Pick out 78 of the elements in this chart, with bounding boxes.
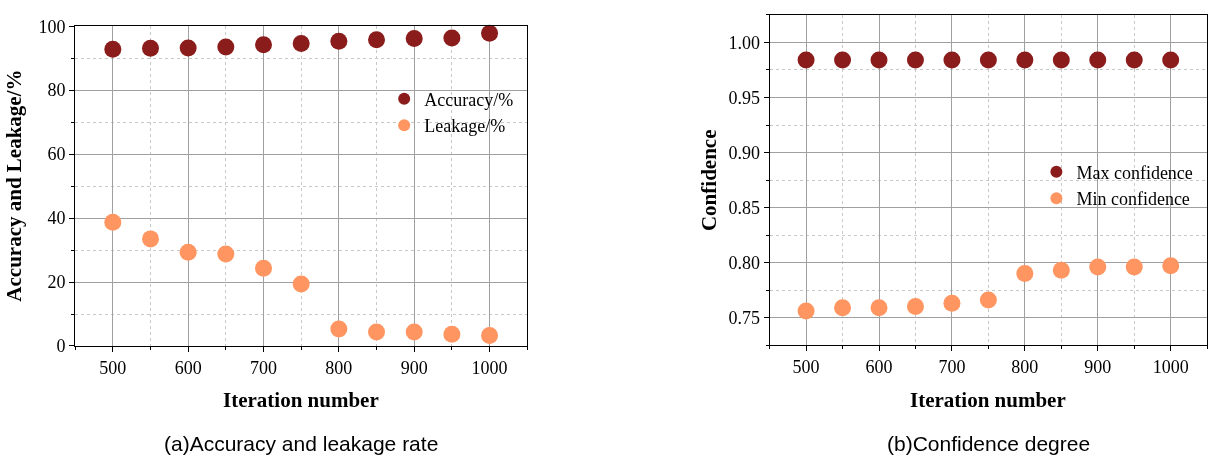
y-axis-title: Accuracy and Leakage/% bbox=[2, 69, 27, 302]
y-tick-label: 0.95 bbox=[728, 87, 760, 108]
point bbox=[1125, 258, 1143, 276]
x-tick-label: 600 bbox=[174, 357, 202, 378]
point bbox=[870, 51, 888, 69]
point bbox=[405, 29, 423, 47]
legend-label: Accuracy/% bbox=[424, 89, 514, 110]
x-tick-label: 900 bbox=[1084, 356, 1112, 377]
point bbox=[104, 213, 122, 231]
point bbox=[979, 51, 997, 69]
point bbox=[797, 51, 815, 69]
point bbox=[906, 298, 924, 316]
y-tick-label: 1.00 bbox=[728, 32, 760, 53]
y-tick-label: 0.80 bbox=[728, 252, 760, 273]
point bbox=[1016, 51, 1034, 69]
point bbox=[1089, 258, 1107, 276]
x-axis-title: Iteration number bbox=[223, 388, 379, 412]
y-tick-label: 0.75 bbox=[728, 307, 760, 328]
point bbox=[217, 38, 235, 56]
text: (a)Accuracy and leakage rate bbox=[164, 432, 439, 455]
legend-label: Max confidence bbox=[1076, 162, 1193, 183]
point bbox=[142, 39, 159, 57]
x-tick-label: 800 bbox=[325, 357, 353, 378]
point bbox=[870, 299, 888, 317]
y-tick-label: 60 bbox=[47, 144, 66, 165]
y-axis-title: Confidence bbox=[696, 129, 721, 232]
point bbox=[443, 325, 461, 343]
y-tick-label: 0.90 bbox=[728, 142, 760, 163]
point bbox=[906, 51, 924, 69]
point bbox=[1162, 257, 1180, 275]
point bbox=[179, 39, 197, 57]
point bbox=[330, 320, 348, 338]
y-tick-label: 20 bbox=[47, 272, 66, 293]
y-tick-label: 0 bbox=[56, 336, 66, 357]
point bbox=[1125, 51, 1143, 69]
y-tick-label: 0.85 bbox=[728, 197, 760, 218]
y-tick-label: 80 bbox=[47, 80, 66, 101]
x-tick-label: 1000 bbox=[1152, 356, 1189, 377]
point bbox=[1162, 51, 1180, 69]
point bbox=[1052, 261, 1070, 279]
point bbox=[443, 29, 461, 47]
point bbox=[834, 51, 852, 69]
point bbox=[292, 275, 310, 293]
y-tick-label: 40 bbox=[47, 208, 66, 229]
legend-label: Leakage/% bbox=[424, 116, 506, 137]
point bbox=[368, 31, 386, 49]
point bbox=[330, 32, 348, 50]
point bbox=[217, 245, 235, 263]
point bbox=[1052, 51, 1070, 69]
x-axis-title: Iteration number bbox=[910, 388, 1066, 412]
point bbox=[943, 294, 961, 312]
point bbox=[368, 323, 386, 341]
point bbox=[179, 243, 197, 261]
x-tick-label: 700 bbox=[938, 356, 966, 377]
legend-label: Min confidence bbox=[1076, 189, 1190, 210]
point bbox=[481, 326, 499, 344]
point bbox=[834, 299, 852, 317]
x-tick-label: 500 bbox=[99, 357, 127, 378]
point bbox=[481, 24, 499, 42]
point bbox=[405, 323, 423, 341]
point bbox=[1089, 51, 1107, 69]
point bbox=[142, 230, 159, 248]
point bbox=[255, 259, 273, 277]
x-tick-label: 800 bbox=[1011, 356, 1039, 377]
point bbox=[979, 291, 997, 309]
point bbox=[104, 40, 122, 58]
point bbox=[292, 35, 310, 52]
point bbox=[1016, 265, 1034, 283]
x-tick-label: 600 bbox=[865, 356, 893, 377]
text: (b)Confidence degree bbox=[887, 432, 1091, 455]
x-tick-label: 500 bbox=[792, 356, 820, 377]
point bbox=[255, 36, 273, 54]
x-tick-label: 900 bbox=[400, 357, 428, 378]
x-tick-label: 700 bbox=[250, 357, 278, 378]
point bbox=[797, 302, 815, 320]
x-tick-label: 1000 bbox=[471, 357, 508, 378]
y-tick-label: 100 bbox=[38, 16, 66, 37]
point bbox=[943, 51, 961, 69]
